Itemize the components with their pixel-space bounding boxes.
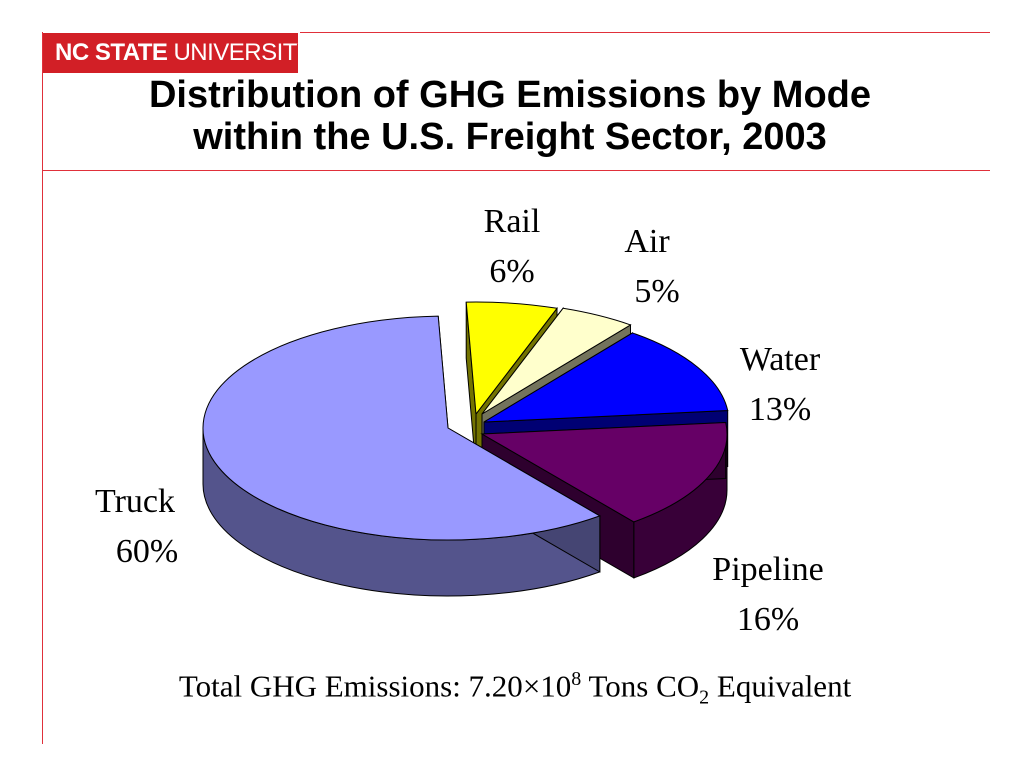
slice-label-water: Water xyxy=(740,341,821,378)
pie-slice-rail xyxy=(465,301,558,416)
pie-slice-pipeline xyxy=(480,421,728,523)
footer-exponent: 8 xyxy=(571,668,582,690)
slice-label-air: Air xyxy=(624,223,670,260)
total-emissions-note: Total GHG Emissions: 7.20×108 Tons CO2 E… xyxy=(40,668,990,710)
footer-suffix: Equivalent xyxy=(709,668,852,704)
footer-units: Tons CO xyxy=(581,668,700,704)
header-rule-top xyxy=(300,32,990,33)
pie-slice-air xyxy=(481,307,632,415)
slice-value-air: 5% xyxy=(634,273,679,310)
slice-value-pipeline: 16% xyxy=(737,601,799,638)
title-line-1: Distribution of GHG Emissions by Mode xyxy=(148,74,872,116)
slice-label-rail: Rail xyxy=(484,203,541,240)
slice-label-truck: Truck xyxy=(95,483,175,520)
slice-value-water: 13% xyxy=(749,391,811,428)
logo-bold-text: NC STATE xyxy=(55,39,168,66)
footer-times: ×10 xyxy=(522,668,572,704)
left-margin-rule xyxy=(42,32,43,744)
university-logo: NC STATE UNIVERSITY xyxy=(43,33,313,73)
slice-label-pipeline: Pipeline xyxy=(712,551,823,588)
page-title: Distribution of GHG Emissions by Mode wi… xyxy=(60,74,960,158)
slice-value-rail: 6% xyxy=(489,253,534,290)
header-rule-bottom xyxy=(42,170,990,171)
footer-prefix: Total GHG Emissions: 7.20 xyxy=(178,668,523,704)
slice-value-truck: 60% xyxy=(116,533,178,570)
title-line-2: within the U.S. Freight Sector, 2003 xyxy=(193,116,827,158)
logo-text: UNIVERSITY xyxy=(173,39,313,66)
footer-subscript: 2 xyxy=(699,686,710,709)
pie-slice-truck xyxy=(202,315,601,541)
pie-slice-water xyxy=(483,332,729,423)
